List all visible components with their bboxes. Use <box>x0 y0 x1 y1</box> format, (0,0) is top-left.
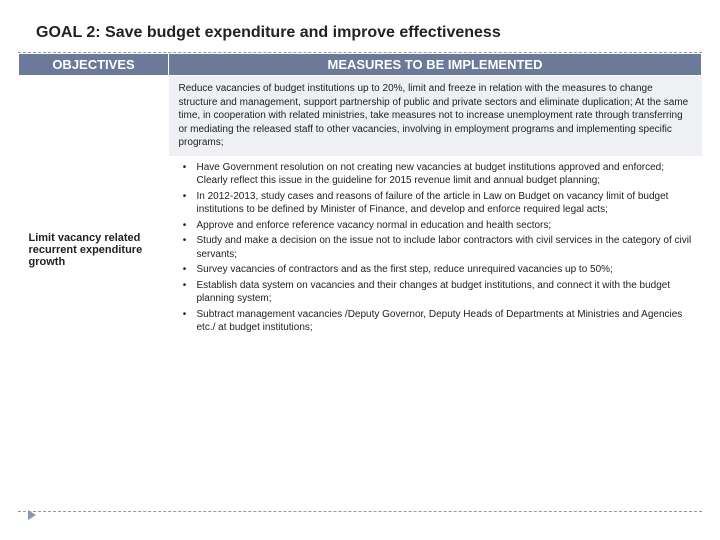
bullet-icon: • <box>173 219 197 233</box>
list-item: •Establish data system on vacancies and … <box>173 278 698 307</box>
summary-row: Reduce vacancies of budget institutions … <box>19 76 702 156</box>
header-measures: MEASURES TO BE IMPLEMENTED <box>169 54 702 76</box>
objectives-table: OBJECTIVES MEASURES TO BE IMPLEMENTED Re… <box>18 53 702 342</box>
bullet-text: In 2012-2013, study cases and reasons of… <box>197 190 698 217</box>
objective-cell: Limit vacancy related recurrent expendit… <box>19 156 169 342</box>
summary-empty <box>19 76 169 156</box>
bullet-text: Approve and enforce reference vacancy no… <box>197 219 698 233</box>
list-item: •Study and make a decision on the issue … <box>173 233 698 262</box>
list-item: •In 2012-2013, study cases and reasons o… <box>173 189 698 218</box>
list-item: •Approve and enforce reference vacancy n… <box>173 218 698 234</box>
list-item: •Have Government resolution on not creat… <box>173 160 698 189</box>
divider-bottom <box>18 511 702 512</box>
measures-cell: •Have Government resolution on not creat… <box>169 156 702 342</box>
arrow-icon <box>28 510 36 520</box>
bullet-text: Survey vacancies of contractors and as t… <box>197 263 698 277</box>
bullet-icon: • <box>173 308 197 335</box>
bullet-text: Subtract management vacancies /Deputy Go… <box>197 308 698 335</box>
bullet-text: Establish data system on vacancies and t… <box>197 279 698 306</box>
header-objectives: OBJECTIVES <box>19 54 169 76</box>
goal-title: GOAL 2: Save budget expenditure and impr… <box>36 24 702 42</box>
content-row: Limit vacancy related recurrent expendit… <box>19 156 702 342</box>
bullet-text: Have Government resolution on not creati… <box>197 161 698 188</box>
table-header-row: OBJECTIVES MEASURES TO BE IMPLEMENTED <box>19 54 702 76</box>
bullet-icon: • <box>173 263 197 277</box>
bullet-icon: • <box>173 161 197 188</box>
bullet-icon: • <box>173 279 197 306</box>
bullet-icon: • <box>173 234 197 261</box>
bullet-list: •Have Government resolution on not creat… <box>173 160 698 336</box>
bullet-icon: • <box>173 190 197 217</box>
summary-text: Reduce vacancies of budget institutions … <box>169 76 702 156</box>
list-item: •Subtract management vacancies /Deputy G… <box>173 307 698 336</box>
bullet-text: Study and make a decision on the issue n… <box>197 234 698 261</box>
list-item: •Survey vacancies of contractors and as … <box>173 262 698 278</box>
